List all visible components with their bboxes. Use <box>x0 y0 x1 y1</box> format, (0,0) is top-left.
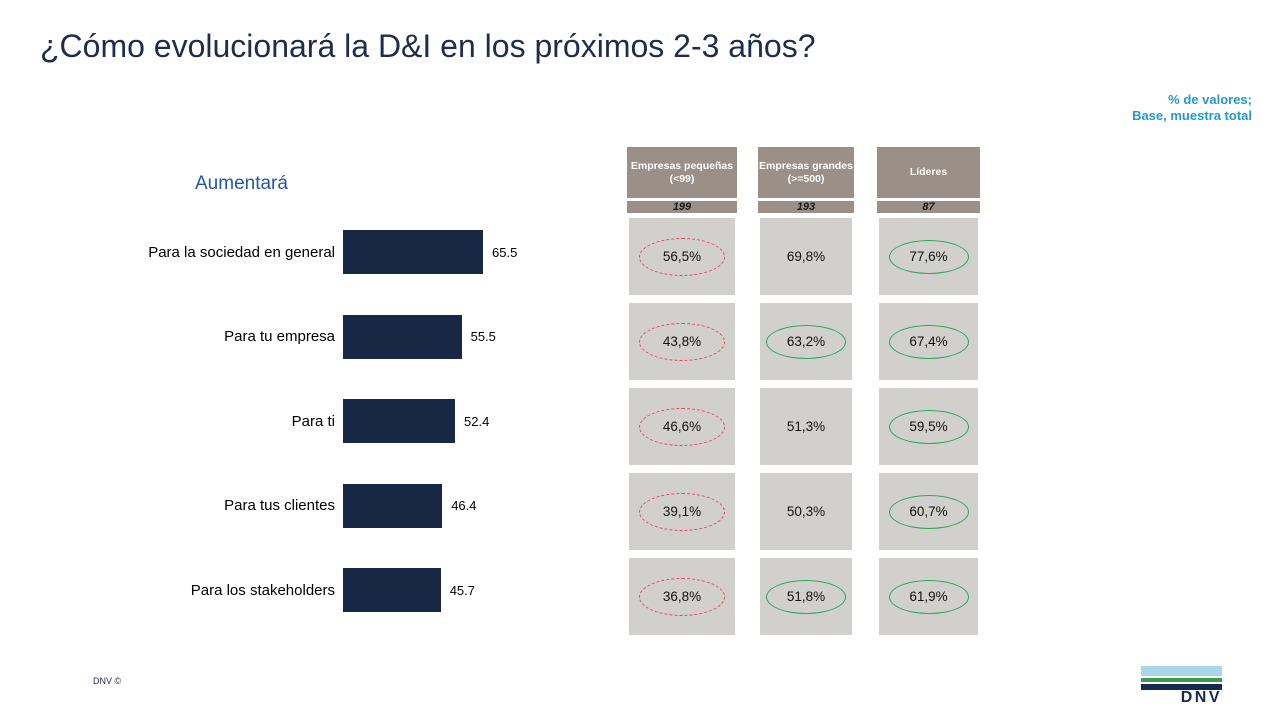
cell-percentage: 77,6% <box>909 249 948 264</box>
column-header-title: Empresas pequeñas <box>630 159 734 172</box>
highlight-oval-red-dashed: 46,6% <box>639 407 725 446</box>
annotation-line1: % de valores; <box>1168 92 1252 107</box>
highlight-oval-green: 60,7% <box>888 494 969 529</box>
highlight-oval-red-dashed: 56,5% <box>639 237 725 276</box>
cell-highlight-none: 51,3% <box>787 419 825 434</box>
column-header: Empresas pequeñas (<99) <box>627 147 737 198</box>
column-header-subtitle: (>=500) <box>787 172 825 185</box>
cell-percentage: 36,8% <box>662 589 702 604</box>
table-cell: 51,8% <box>760 558 852 635</box>
cell-percentage: 43,8% <box>662 334 702 349</box>
column-header: Líderes <box>877 147 980 198</box>
highlight-oval-green: 51,8% <box>766 579 846 614</box>
table-cell: 60,7% <box>879 473 978 550</box>
bar <box>343 314 462 359</box>
highlight-oval-green: 61,9% <box>888 579 969 614</box>
column-header-title: Líderes <box>909 166 948 178</box>
highlight-oval-green: 77,6% <box>888 239 969 274</box>
logo-stripe-navy-icon <box>1141 684 1222 690</box>
cell-percentage: 39,1% <box>662 504 702 519</box>
annotation-line2: Base, muestra total <box>1132 108 1252 123</box>
table-cell: 43,8% <box>629 303 735 380</box>
bar <box>343 399 455 443</box>
column-header-subtitle: (<99) <box>669 172 695 185</box>
table-cell: 51,3% <box>760 388 852 465</box>
table-cell: 46,6% <box>629 388 735 465</box>
highlight-oval-red-dashed: 39,1% <box>639 492 725 531</box>
chart-title: Aumentará <box>195 173 288 194</box>
column-header: Empresas grandes (>=500) <box>758 147 854 198</box>
bar-row: Para la sociedad en general 65.5 <box>40 230 660 274</box>
page-title: ¿Cómo evolucionará la D&I en los próximo… <box>40 28 816 64</box>
cell-percentage: 56,5% <box>662 249 702 264</box>
footer-copyright: DNV © <box>93 676 122 686</box>
bar-value-label: 46.4 <box>451 498 477 513</box>
bar-value-label: 45.7 <box>449 582 475 598</box>
table-cell: 61,9% <box>879 558 978 635</box>
logo-stripe-lightblue-icon <box>1141 666 1222 676</box>
logo-wordmark: DNV <box>1180 689 1222 706</box>
cell-percentage: 46,6% <box>662 419 702 434</box>
bar-category-label: Para tus clientes <box>224 497 335 514</box>
bar-category-label: Para ti <box>291 412 335 430</box>
cell-highlight-none: 69,8% <box>787 249 825 264</box>
bar-row: Para tu empresa 55.5 <box>40 314 660 359</box>
bar-row: Para ti 52.4 <box>40 399 660 443</box>
bar-category-label: Para tu empresa <box>224 328 335 345</box>
column-base-count: 199 <box>627 201 737 213</box>
highlight-oval-red-dashed: 36,8% <box>639 577 725 616</box>
highlight-oval-red-dashed: 43,8% <box>639 322 725 361</box>
cell-percentage: 50,3% <box>786 504 826 519</box>
annotation: % de valores; Base, muestra total <box>1132 92 1252 124</box>
logo-stripe-green-icon <box>1141 678 1222 682</box>
column-base-count: 193 <box>758 201 854 213</box>
cell-highlight-none: 50,3% <box>787 504 825 519</box>
table-cell: 39,1% <box>629 473 735 550</box>
bar <box>343 568 441 612</box>
bar <box>343 483 443 528</box>
column-header-title: Empresas grandes <box>759 159 853 172</box>
table-cell: 50,3% <box>760 473 852 550</box>
table-cell: 69,8% <box>760 218 852 295</box>
bar-row: Para los stakeholders 45.7 <box>40 568 660 612</box>
table-cell: 67,4% <box>879 303 978 380</box>
bar <box>343 230 483 274</box>
table-cell: 56,5% <box>629 218 735 295</box>
table-cell: 77,6% <box>879 218 978 295</box>
cell-percentage: 60,7% <box>909 504 948 519</box>
table-cell: 63,2% <box>760 303 852 380</box>
cell-percentage: 69,8% <box>786 249 826 264</box>
bar-category-label: Para los stakeholders <box>190 581 335 599</box>
cell-percentage: 61,9% <box>909 589 948 604</box>
bar-value-label: 65.5 <box>492 244 518 260</box>
cell-percentage: 51,3% <box>786 419 826 434</box>
cell-percentage: 67,4% <box>909 334 948 349</box>
cell-percentage: 63,2% <box>786 334 826 349</box>
cell-percentage: 59,5% <box>909 419 948 434</box>
table-cell: 59,5% <box>879 388 978 465</box>
cell-percentage: 51,8% <box>786 589 826 604</box>
bar-category-label: Para la sociedad en general <box>148 243 335 261</box>
bar-value-label: 52.4 <box>464 413 490 429</box>
column-base-count: 87 <box>877 201 980 213</box>
highlight-oval-green: 63,2% <box>766 324 846 359</box>
bar-value-label: 55.5 <box>470 329 496 344</box>
highlight-oval-green: 59,5% <box>888 409 969 444</box>
bar-row: Para tus clientes 46.4 <box>40 483 660 528</box>
table-cell: 36,8% <box>629 558 735 635</box>
highlight-oval-green: 67,4% <box>888 324 969 359</box>
